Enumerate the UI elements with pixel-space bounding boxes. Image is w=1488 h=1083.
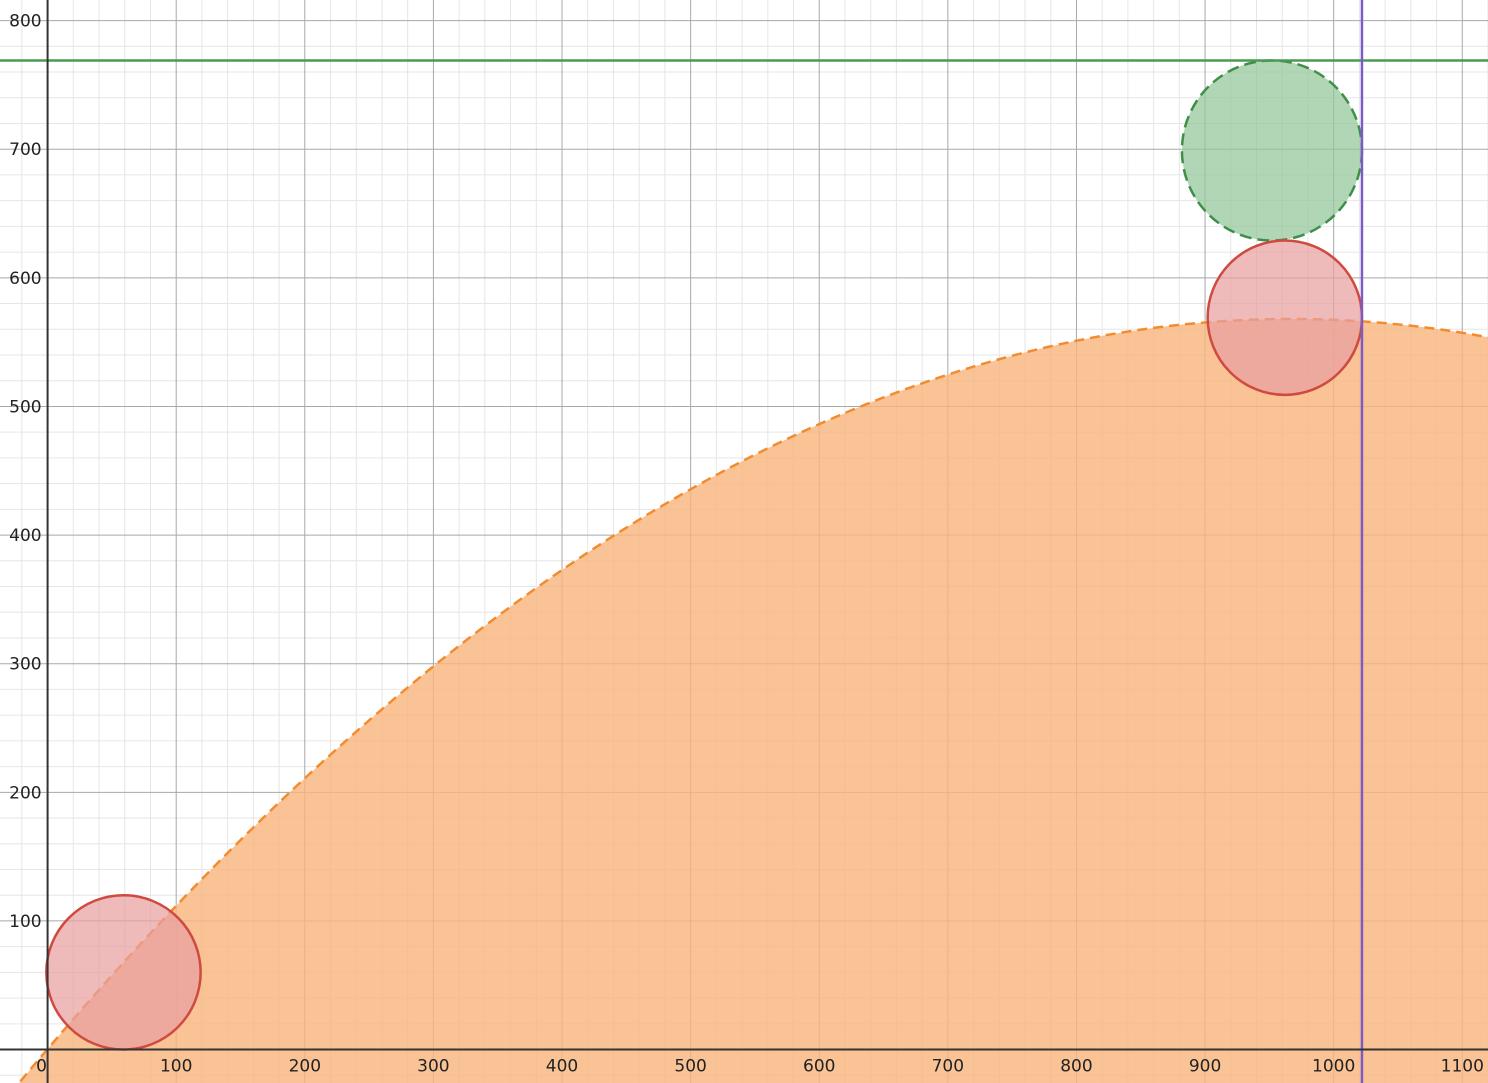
x-tick-label: 200 [289,1057,321,1077]
x-tick-label: 300 [417,1057,449,1077]
y-tick-label: 300 [9,655,41,675]
x-tick-label: 1100 [1441,1057,1484,1077]
parabola-shaded-region [0,318,1488,1083]
x-tick-label: 800 [1060,1057,1092,1077]
x-tick-label: 600 [803,1057,835,1077]
y-tick-label: 500 [9,397,41,417]
x-tick-label: 500 [674,1057,706,1077]
x-tick-label: 1000 [1312,1057,1355,1077]
y-tick-label: 600 [9,269,41,289]
circle-3[interactable] [1206,239,1364,397]
x-tick-label: 400 [546,1057,578,1077]
y-tick-label: 100 [9,912,41,932]
x-tick-label: 700 [932,1057,964,1077]
circle-2[interactable] [1180,59,1364,242]
y-tick-label: 200 [9,783,41,803]
y-tick-label: 700 [9,140,41,160]
circle-1[interactable] [45,893,202,1051]
y-tick-label: 800 [9,12,41,32]
x-tick-label: 0 [36,1057,47,1077]
y-tick-label: 400 [9,526,41,546]
x-tick-label: 100 [160,1057,192,1077]
x-tick-label: 900 [1189,1057,1221,1077]
tick-labels: 0 100 200 300 400 500 600 700 800 900 1000 1100 100 2… [9,12,1484,1077]
